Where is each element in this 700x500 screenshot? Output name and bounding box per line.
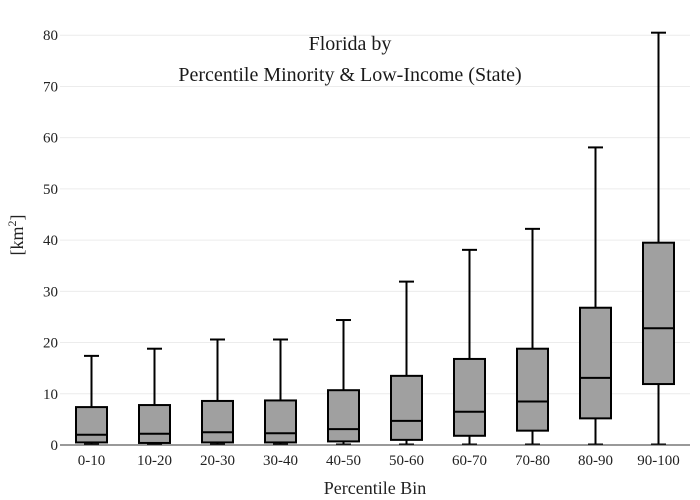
y-axis-title: [km2] xyxy=(5,215,27,256)
x-tick-label: 60-70 xyxy=(452,453,487,469)
box-80-90 xyxy=(579,146,612,446)
x-tick-label: 70-80 xyxy=(515,453,550,469)
y-tick-label: 40 xyxy=(43,233,58,249)
box-30-40 xyxy=(264,338,297,446)
y-tick-label: 50 xyxy=(43,182,58,198)
y-tick-label: 70 xyxy=(43,79,58,95)
x-tick-label: 50-60 xyxy=(389,453,424,469)
y-tick-label: 20 xyxy=(43,336,58,352)
y-tick-label: 10 xyxy=(43,387,58,403)
x-tick-label: 0-10 xyxy=(78,453,106,469)
x-tick-label: 40-50 xyxy=(326,453,361,469)
iqr-box xyxy=(516,347,549,432)
y-axis-ticks: 0 10 20 30 40 50 60 70 80 xyxy=(43,28,58,454)
iqr-box xyxy=(453,357,486,437)
x-tick-label: 80-90 xyxy=(578,453,613,469)
chart-title-line-1: Florida by xyxy=(309,33,392,55)
y-tick-label: 0 xyxy=(51,438,59,454)
iqr-box xyxy=(75,406,108,444)
x-tick-label: 10-20 xyxy=(137,453,172,469)
box-50-60 xyxy=(390,280,423,446)
x-tick-label: 90-100 xyxy=(637,453,680,469)
box-40-50 xyxy=(327,319,360,446)
box-70-80 xyxy=(516,227,549,446)
x-axis-ticks: 0-10 10-20 20-30 30-40 40-50 50-60 60-70 70-80 8… xyxy=(78,453,680,469)
y-tick-label: 80 xyxy=(43,28,58,44)
chart-title-line-2: Percentile Minority & Low-Income (State) xyxy=(178,64,521,86)
svg-text:[km2]: [km2] xyxy=(5,215,27,256)
x-axis-title: Percentile Bin xyxy=(324,478,426,498)
iqr-box xyxy=(201,399,234,444)
x-tick-label: 30-40 xyxy=(263,453,298,469)
box-20-30 xyxy=(201,338,234,446)
y-axis-title-end: ] xyxy=(7,215,27,221)
box-10-20 xyxy=(138,347,171,446)
iqr-box xyxy=(327,389,360,443)
iqr-box xyxy=(138,404,171,444)
iqr-box xyxy=(390,374,423,441)
x-tick-label: 20-30 xyxy=(200,453,235,469)
y-axis-title-base: [km xyxy=(7,227,27,256)
box-0-10 xyxy=(75,354,108,446)
grid-lines xyxy=(60,34,690,395)
y-tick-label: 30 xyxy=(43,284,58,300)
iqr-box xyxy=(264,399,297,444)
box-90-100 xyxy=(642,31,675,446)
y-tick-label: 60 xyxy=(43,131,58,147)
iqr-box xyxy=(579,306,612,420)
box-plot-series xyxy=(75,31,675,446)
y-axis-title-superscript: 2 xyxy=(5,221,19,227)
iqr-box xyxy=(642,241,675,386)
box-60-70 xyxy=(453,248,486,446)
